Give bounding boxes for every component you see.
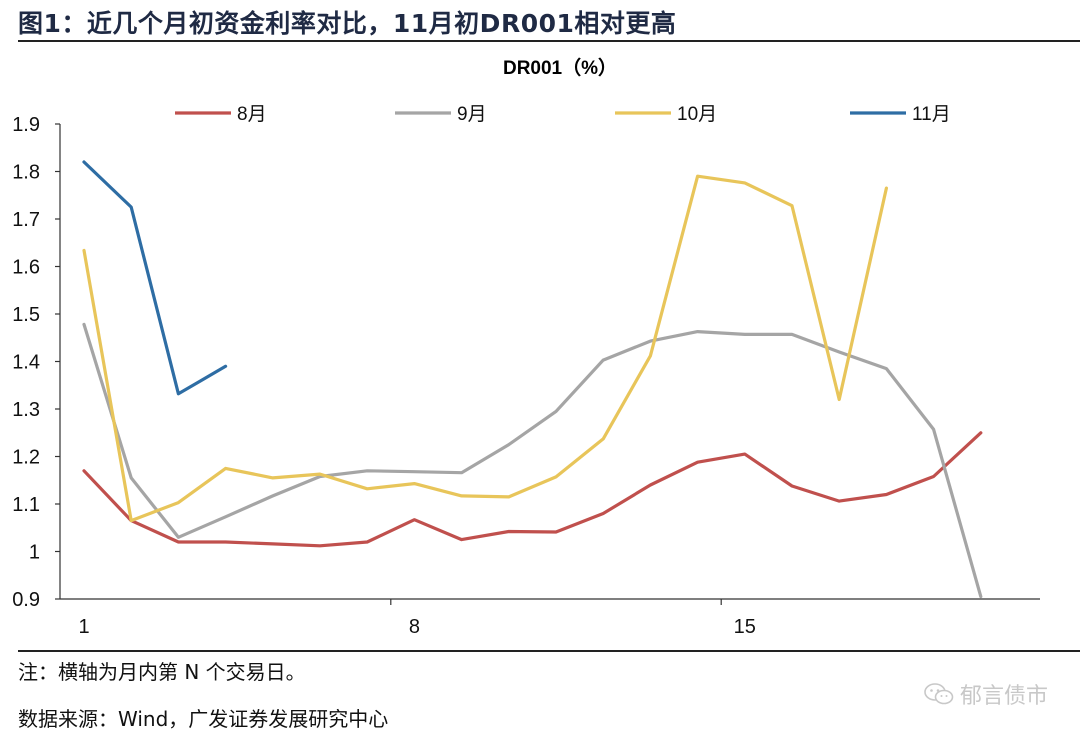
- y-tick-label: 1.7: [12, 209, 40, 231]
- x-tick-label: 8: [409, 616, 420, 638]
- y-tick-label: 1.4: [12, 352, 40, 374]
- watermark: 郁言债市: [924, 678, 1048, 710]
- series-line-8月: [82, 431, 983, 548]
- y-tick-label: 1.9: [12, 114, 40, 136]
- legend-label: 9月: [457, 104, 487, 125]
- chart-series: [82, 160, 983, 599]
- legend-label: 10月: [677, 104, 717, 125]
- y-tick-label: 1.1: [12, 494, 40, 516]
- figure-title: 图1：近几个月初资金利率对比，11月初DR001相对更高: [18, 9, 677, 38]
- chart-title: DR001（%）: [503, 56, 617, 79]
- series-line-10月: [82, 174, 889, 523]
- chart-axes: 0.9 1 1.1 1.2 1.3 1.4 1.5 1.6 1.7 1.8 1.9 1 8 15: [12, 114, 1040, 638]
- x-tick-label: 15: [734, 616, 756, 638]
- y-tick-label: 1.3: [12, 399, 40, 421]
- y-tick-label: 1.5: [12, 304, 40, 326]
- title-divider: [18, 40, 1080, 42]
- footer-divider: [18, 650, 1080, 652]
- y-tick-label: 1: [29, 542, 40, 564]
- y-tick-label: 0.9: [12, 589, 40, 611]
- watermark-text: 郁言债市: [959, 684, 1048, 709]
- y-tick-label: 1.2: [12, 447, 40, 469]
- line-chart: DR001（%） 8月 9月 10月 11月 0.9 1 1.1 1.2 1.3 1.4 1.5 1…: [12, 56, 1040, 638]
- series-line-11月: [82, 160, 228, 396]
- wechat-icon: [924, 683, 954, 705]
- y-tick-label: 1.6: [12, 257, 40, 279]
- y-tick-label: 1.8: [12, 162, 40, 184]
- axis-note: 注：横轴为月内第 N 个交易日。: [18, 660, 306, 684]
- data-source: 数据来源：Wind，广发证券发展研究中心: [18, 707, 389, 731]
- series-line-9月: [82, 322, 983, 599]
- legend-label: 8月: [237, 104, 267, 125]
- legend-label: 11月: [912, 104, 951, 125]
- chart-legend: 8月 9月 10月 11月: [175, 104, 951, 125]
- x-tick-label: 1: [78, 616, 89, 638]
